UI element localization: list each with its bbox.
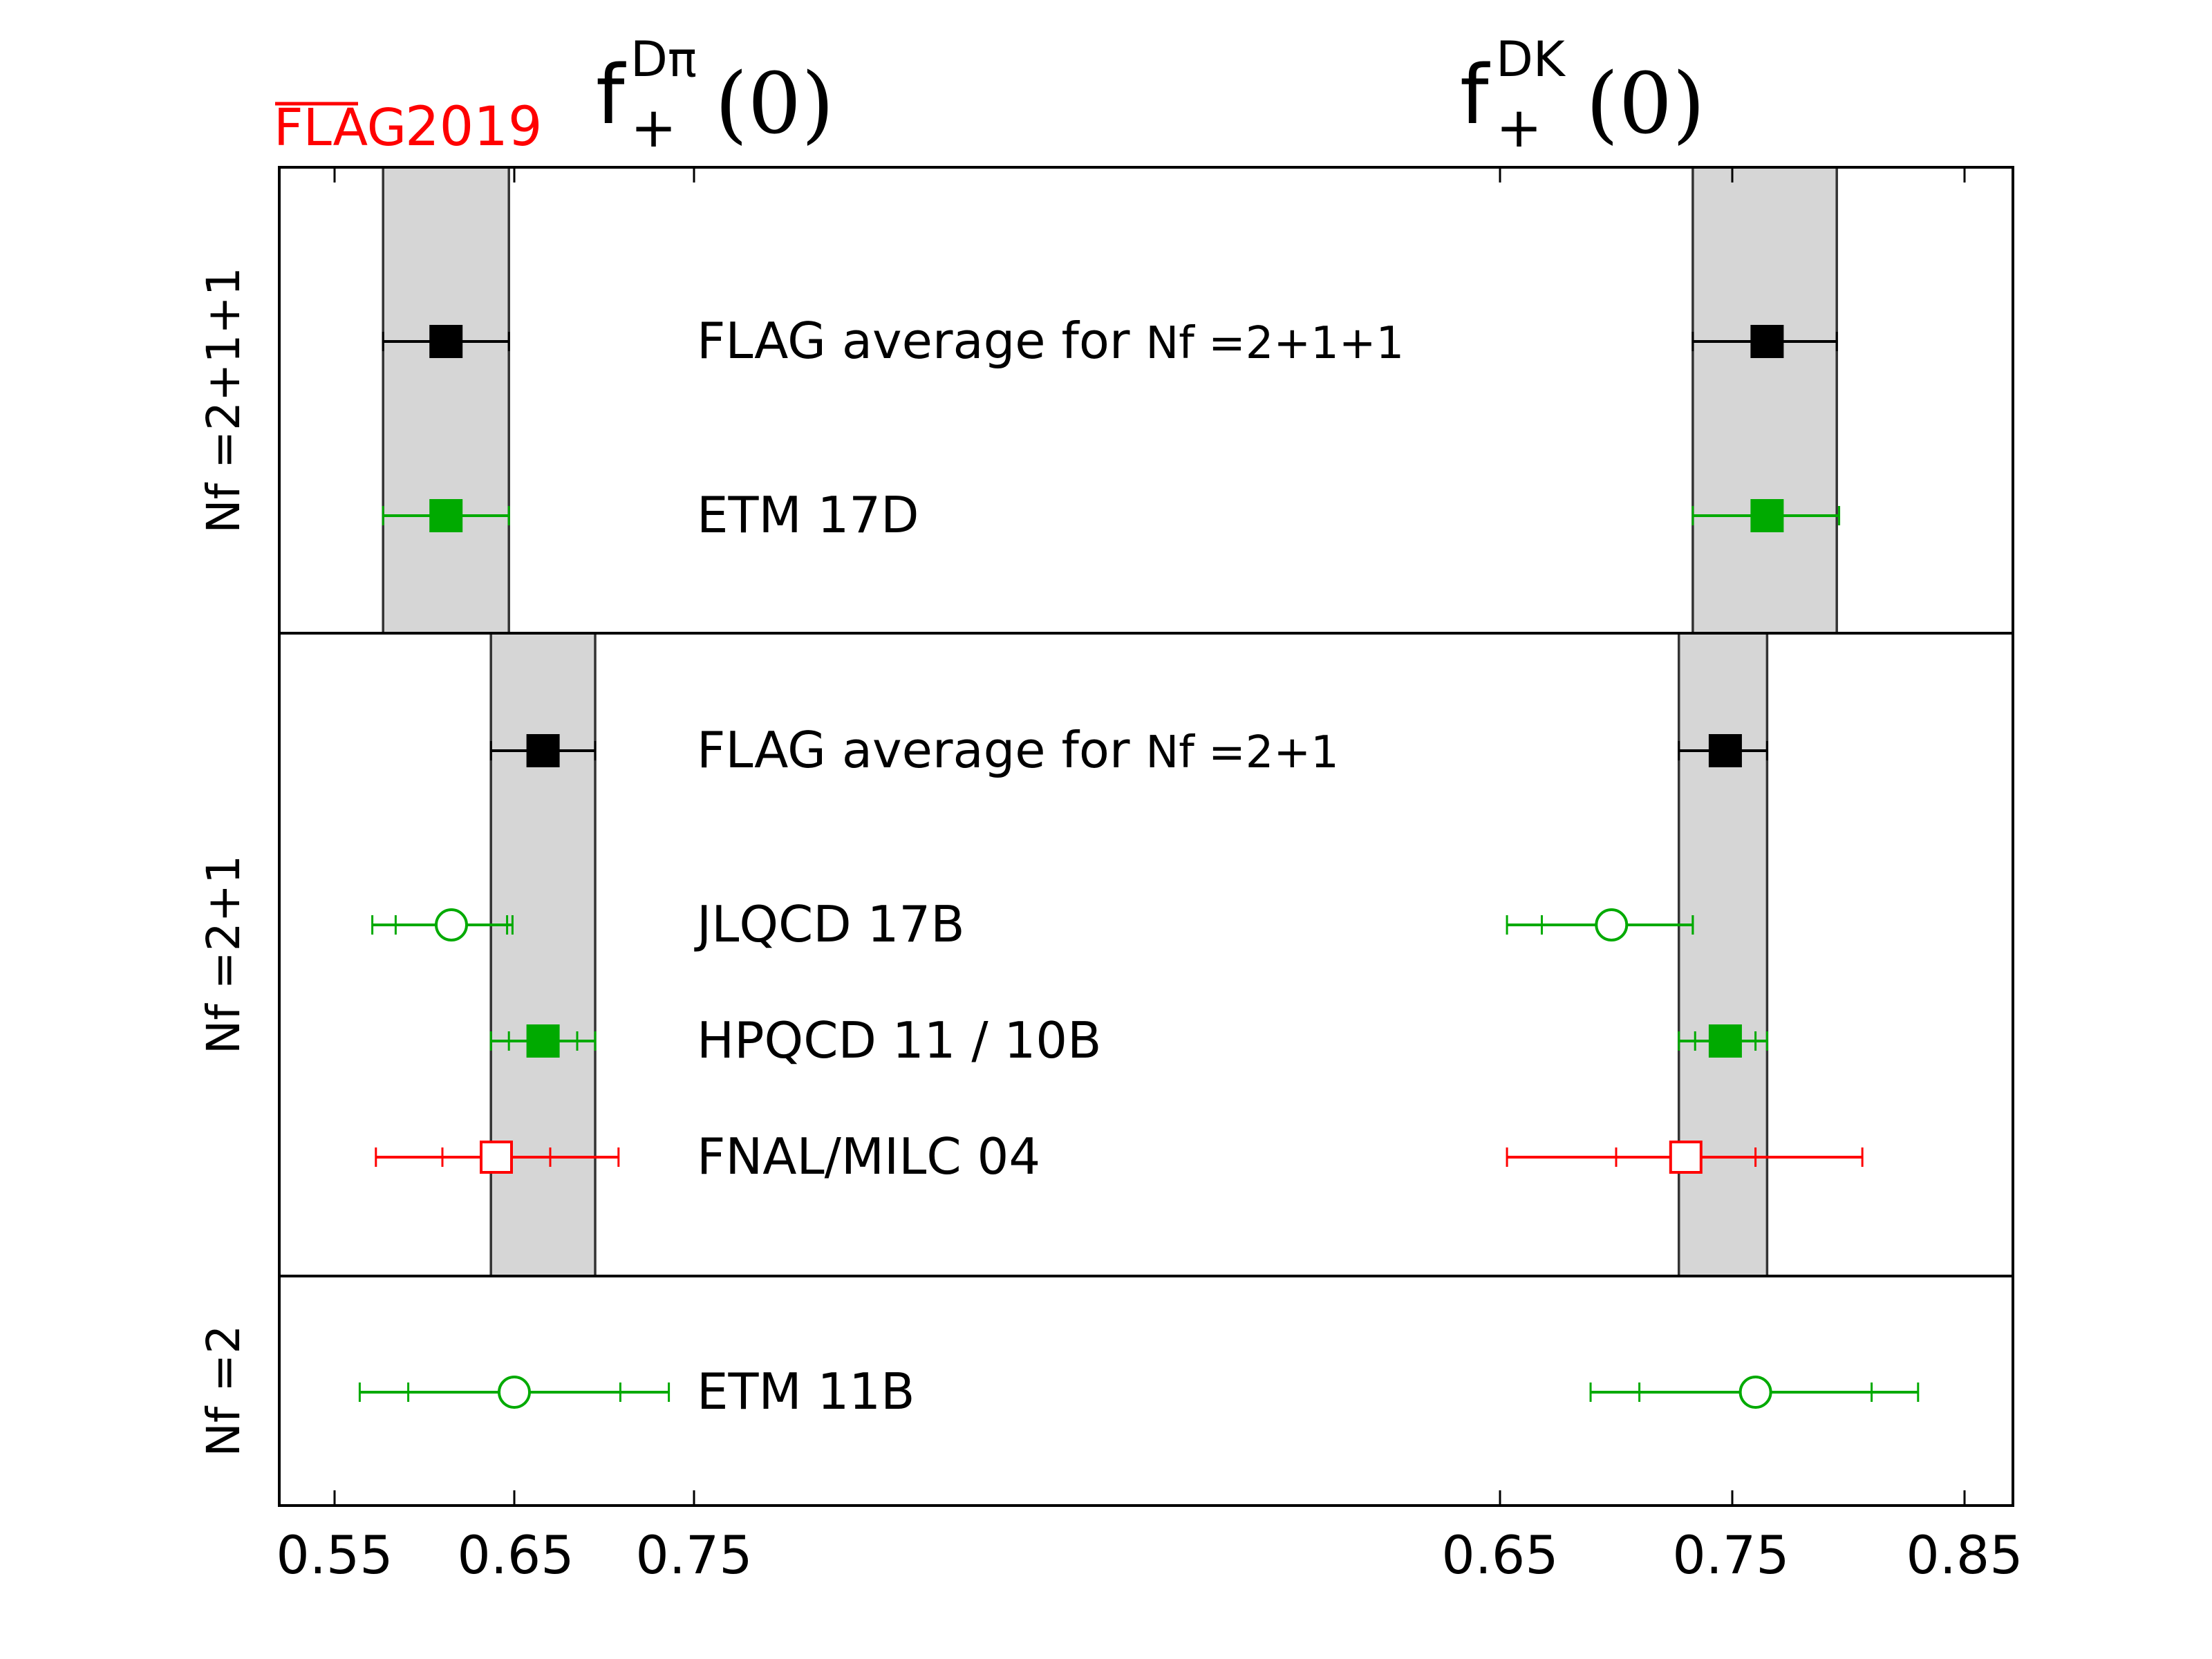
flag-watermark: FLAG 2019 xyxy=(274,96,543,158)
marker-flag-average-for-dk xyxy=(1708,734,1742,767)
title-dpi-base: f xyxy=(596,47,626,142)
flag-watermark-name: FLAG xyxy=(274,98,406,158)
band-nf211-dk xyxy=(1691,166,1838,635)
title-dk: f DK + (0) xyxy=(1460,31,1705,160)
entry-label-flag-average-for: FLAG average for Nf =2+1 xyxy=(697,721,1339,779)
entry-labels: FLAG average for Nf =2+1+1 ETM 17D FLAG av… xyxy=(694,312,1404,1421)
marker-flag-average-for-dpi xyxy=(526,734,560,767)
title-dk-arg: (0) xyxy=(1586,55,1705,153)
marker-hpqcd-11-10b-dpi xyxy=(526,1024,560,1058)
entry-label-main: JLQCD 17B xyxy=(694,895,965,953)
band-nf21-dk xyxy=(1677,632,1769,1277)
tick-labels-dpi: 0.55 0.65 0.75 xyxy=(276,1524,752,1586)
marker-jlqcd-17b-dk xyxy=(1595,908,1629,941)
plot-frame xyxy=(278,166,2014,1507)
marker-etm-11b-dpi xyxy=(498,1376,531,1409)
entry-label-jlqcd-17b: JLQCD 17B xyxy=(694,895,965,953)
tick-label-dk-0: 0.65 xyxy=(1441,1524,1558,1586)
marker-jlqcd-17b-dpi xyxy=(435,908,468,941)
tick-label-dpi-1: 0.65 xyxy=(457,1524,574,1586)
axis-ticks xyxy=(333,167,1966,1506)
entry-label-main: FLAG average for xyxy=(697,721,1145,779)
title-dpi-sub: + xyxy=(630,95,677,160)
tick-label-dpi-0: 0.55 xyxy=(276,1524,393,1586)
entry-label-main: HPQCD 11 / 10B xyxy=(697,1011,1102,1069)
band-nf21-dpi xyxy=(489,632,597,1277)
entry-label-etm-17d: ETM 17D xyxy=(697,486,919,544)
marker-hpqcd-11-10b-dk xyxy=(1708,1024,1742,1058)
marker-fnal-milc-04-dpi xyxy=(480,1141,513,1174)
marker-etm-11b-dk xyxy=(1738,1376,1772,1409)
title-dpi-arg: (0) xyxy=(715,55,834,153)
entry-label-hpqcd-11-10b: HPQCD 11 / 10B xyxy=(697,1011,1102,1069)
group-label-nf211: Nf =2+1+1 xyxy=(197,267,250,533)
entry-label-main: ETM 17D xyxy=(697,486,919,544)
entry-label-nf: Nf =2+1+1 xyxy=(1145,318,1404,369)
tick-label-dk-2: 0.85 xyxy=(1906,1524,2023,1586)
tick-label-dpi-2: 0.75 xyxy=(635,1524,752,1586)
title-dpi-sup: Dπ xyxy=(630,31,697,88)
title-dk-sub: + xyxy=(1496,95,1542,160)
marker-etm-17d-dk xyxy=(1750,499,1784,532)
tick-label-dk-1: 0.75 xyxy=(1672,1524,1789,1586)
marker-fnal-milc-04-dk xyxy=(1669,1141,1703,1174)
marker-flag-average-for-dpi xyxy=(429,325,463,358)
entry-label-main: ETM 11B xyxy=(697,1362,915,1421)
title-dk-sup: DK xyxy=(1496,31,1566,88)
tick-labels-dk: 0.65 0.75 0.85 xyxy=(1441,1524,2023,1586)
title-dpi: f Dπ + (0) xyxy=(596,31,834,160)
entry-label-main: FNAL/MILC 04 xyxy=(697,1127,1040,1185)
data-points xyxy=(358,325,1920,1409)
entry-label-main: FLAG average for xyxy=(697,312,1145,370)
entry-label-etm-11b: ETM 11B xyxy=(697,1362,915,1421)
group-label-nf21: Nf =2+1 xyxy=(197,855,250,1054)
marker-etm-17d-dpi xyxy=(429,499,463,532)
flag-watermark-year: 2019 xyxy=(405,96,543,158)
entry-label-nf: Nf =2+1 xyxy=(1145,727,1338,778)
entry-label-fnal-milc-04: FNAL/MILC 04 xyxy=(697,1127,1040,1185)
entry-label-flag-average-for: FLAG average for Nf =2+1+1 xyxy=(697,312,1404,370)
band-nf211-dpi xyxy=(382,166,510,635)
group-label-nf2: Nf =2 xyxy=(197,1325,250,1457)
marker-flag-average-for-dk xyxy=(1750,325,1784,358)
title-dk-base: f xyxy=(1460,47,1490,142)
